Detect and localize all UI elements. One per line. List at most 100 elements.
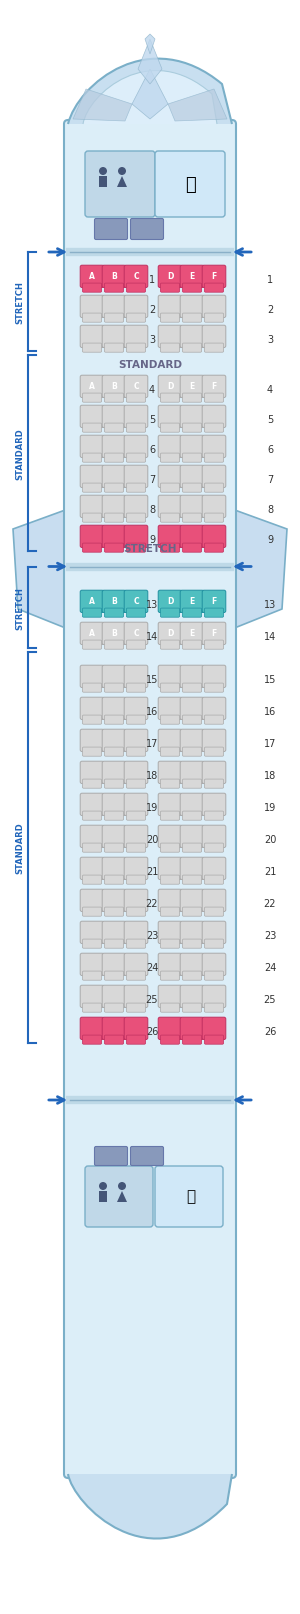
FancyBboxPatch shape <box>160 608 180 618</box>
FancyBboxPatch shape <box>126 747 146 757</box>
FancyBboxPatch shape <box>82 608 102 618</box>
FancyBboxPatch shape <box>124 526 148 549</box>
Text: 3: 3 <box>267 334 273 345</box>
FancyBboxPatch shape <box>182 344 202 353</box>
FancyBboxPatch shape <box>126 284 146 294</box>
Text: 23: 23 <box>264 930 276 941</box>
Text: B: B <box>111 381 117 391</box>
FancyBboxPatch shape <box>202 954 226 976</box>
FancyBboxPatch shape <box>155 152 225 218</box>
Text: B: B <box>111 271 117 281</box>
FancyBboxPatch shape <box>160 844 180 852</box>
Text: F: F <box>212 597 217 605</box>
FancyBboxPatch shape <box>204 684 224 692</box>
Text: 2: 2 <box>149 305 155 315</box>
FancyBboxPatch shape <box>182 424 202 433</box>
FancyBboxPatch shape <box>104 608 124 618</box>
Text: E: E <box>189 597 195 605</box>
FancyBboxPatch shape <box>158 407 182 428</box>
Polygon shape <box>99 1191 107 1202</box>
Text: 9: 9 <box>267 534 273 544</box>
Text: STANDARD: STANDARD <box>16 428 25 479</box>
FancyBboxPatch shape <box>104 454 124 463</box>
Text: 5: 5 <box>267 415 273 424</box>
FancyBboxPatch shape <box>202 826 226 847</box>
FancyBboxPatch shape <box>80 794 104 817</box>
FancyBboxPatch shape <box>126 424 146 433</box>
FancyBboxPatch shape <box>80 667 104 688</box>
Text: E: E <box>189 271 195 281</box>
FancyBboxPatch shape <box>182 454 202 463</box>
FancyBboxPatch shape <box>202 857 226 880</box>
FancyBboxPatch shape <box>182 513 202 523</box>
FancyBboxPatch shape <box>182 641 202 650</box>
FancyBboxPatch shape <box>82 313 102 323</box>
Text: 1: 1 <box>267 274 273 284</box>
Text: 22: 22 <box>146 899 158 909</box>
FancyBboxPatch shape <box>104 344 124 353</box>
FancyBboxPatch shape <box>180 466 204 487</box>
FancyBboxPatch shape <box>126 939 146 949</box>
Polygon shape <box>232 510 287 629</box>
FancyBboxPatch shape <box>204 484 224 492</box>
FancyBboxPatch shape <box>102 407 126 428</box>
FancyBboxPatch shape <box>124 326 148 349</box>
FancyBboxPatch shape <box>160 1036 180 1044</box>
FancyBboxPatch shape <box>204 544 224 554</box>
FancyBboxPatch shape <box>202 407 226 428</box>
FancyBboxPatch shape <box>204 608 224 618</box>
FancyBboxPatch shape <box>80 857 104 880</box>
FancyBboxPatch shape <box>80 730 104 752</box>
FancyBboxPatch shape <box>102 376 126 399</box>
FancyBboxPatch shape <box>126 484 146 492</box>
FancyBboxPatch shape <box>124 495 148 518</box>
FancyBboxPatch shape <box>104 684 124 692</box>
Text: 6: 6 <box>149 445 155 455</box>
FancyBboxPatch shape <box>180 495 204 518</box>
Polygon shape <box>145 36 155 55</box>
FancyBboxPatch shape <box>158 826 182 847</box>
Text: 26: 26 <box>146 1027 158 1036</box>
FancyBboxPatch shape <box>104 747 124 757</box>
FancyBboxPatch shape <box>80 466 104 487</box>
Text: A: A <box>89 271 95 281</box>
FancyBboxPatch shape <box>104 939 124 949</box>
FancyBboxPatch shape <box>182 284 202 294</box>
FancyBboxPatch shape <box>126 1036 146 1044</box>
FancyBboxPatch shape <box>160 780 180 789</box>
FancyBboxPatch shape <box>158 623 182 646</box>
Text: 5: 5 <box>149 415 155 424</box>
FancyBboxPatch shape <box>204 1036 224 1044</box>
Text: 6: 6 <box>267 445 273 455</box>
Text: 16: 16 <box>146 707 158 717</box>
FancyBboxPatch shape <box>202 266 226 289</box>
FancyBboxPatch shape <box>182 484 202 492</box>
FancyBboxPatch shape <box>182 812 202 820</box>
FancyBboxPatch shape <box>180 762 204 784</box>
FancyBboxPatch shape <box>80 436 104 458</box>
FancyBboxPatch shape <box>155 1167 223 1227</box>
FancyBboxPatch shape <box>126 394 146 404</box>
FancyBboxPatch shape <box>158 730 182 752</box>
FancyBboxPatch shape <box>158 667 182 688</box>
FancyBboxPatch shape <box>124 407 148 428</box>
FancyBboxPatch shape <box>82 544 102 554</box>
Text: D: D <box>167 381 173 391</box>
FancyBboxPatch shape <box>80 591 104 613</box>
FancyBboxPatch shape <box>104 972 124 981</box>
FancyBboxPatch shape <box>124 266 148 289</box>
FancyBboxPatch shape <box>82 812 102 820</box>
FancyBboxPatch shape <box>80 326 104 349</box>
FancyBboxPatch shape <box>158 697 182 720</box>
FancyBboxPatch shape <box>124 667 148 688</box>
FancyBboxPatch shape <box>102 667 126 688</box>
FancyBboxPatch shape <box>102 826 126 847</box>
Text: 🥤: 🥤 <box>186 176 196 194</box>
Polygon shape <box>13 510 68 629</box>
FancyBboxPatch shape <box>80 1017 104 1039</box>
FancyBboxPatch shape <box>104 844 124 852</box>
FancyBboxPatch shape <box>130 1148 164 1165</box>
FancyBboxPatch shape <box>126 715 146 725</box>
FancyBboxPatch shape <box>82 907 102 917</box>
FancyBboxPatch shape <box>102 526 126 549</box>
